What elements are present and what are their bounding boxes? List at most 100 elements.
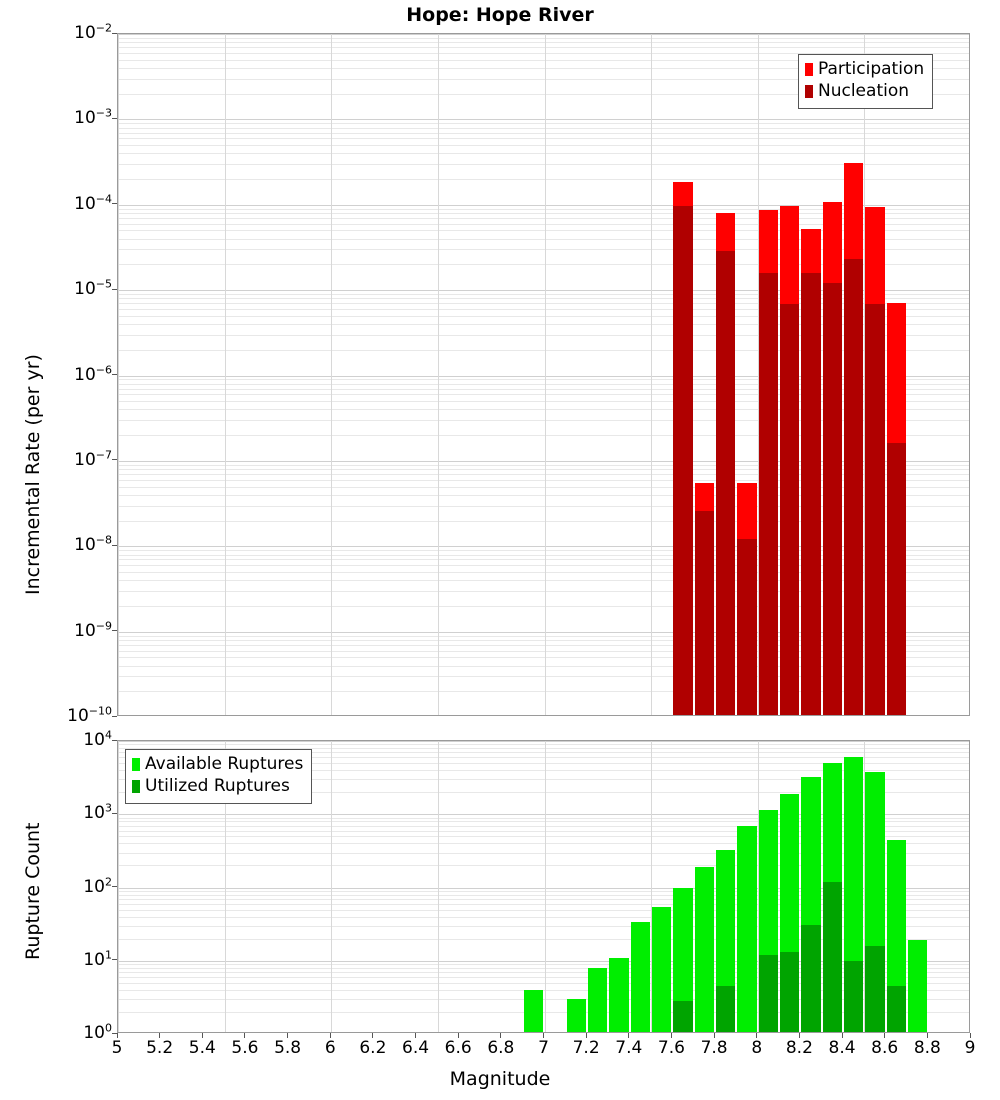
bar-nucleation: [716, 250, 736, 715]
gridline-horizontal: [118, 383, 969, 385]
gridline-horizontal: [118, 676, 969, 678]
gridline-horizontal: [118, 571, 969, 573]
gridline-horizontal: [118, 779, 969, 781]
gridline-horizontal: [118, 93, 969, 95]
gridline-vertical: [437, 34, 439, 715]
gridline-horizontal: [118, 298, 969, 300]
gridline-horizontal: [118, 852, 969, 854]
gridline-horizontal: [118, 964, 969, 966]
gridline-horizontal: [118, 665, 969, 667]
legend-item-nucleation: Nucleation: [805, 81, 924, 103]
gridline-horizontal: [118, 349, 969, 351]
gridline-horizontal: [118, 691, 969, 693]
gridline-horizontal: [118, 379, 969, 381]
gridline-horizontal: [118, 464, 969, 466]
bar-utilized-ruptures: [822, 881, 843, 1032]
x-tick-mark: [756, 1033, 758, 1038]
gridline-horizontal: [118, 435, 969, 437]
gridline-horizontal: [118, 814, 969, 816]
x-tick-label: 8.4: [828, 1038, 856, 1058]
gridline-vertical: [224, 34, 226, 715]
y-tick-mark: [112, 459, 117, 461]
gridline-horizontal: [118, 916, 969, 918]
y-tick-mark: [112, 203, 117, 205]
gridline-horizontal: [118, 836, 969, 838]
gridline-horizontal: [118, 550, 969, 552]
bar-nucleation: [758, 272, 779, 715]
y-tick-label: 102: [83, 874, 112, 897]
gridline-horizontal: [118, 401, 969, 403]
bottom-chart-gridlines: [118, 741, 969, 1032]
y-tick-label: 104: [83, 728, 112, 750]
y-tick-mark: [112, 715, 117, 717]
bar-available-ruptures: [694, 867, 715, 1032]
gridline-horizontal: [118, 830, 969, 832]
y-tick-label: 101: [83, 948, 112, 970]
gridline-horizontal: [118, 52, 969, 54]
x-tick-mark: [798, 1033, 800, 1038]
x-tick-mark: [713, 1033, 715, 1038]
gridline-horizontal: [118, 967, 969, 969]
x-tick-label: 7.2: [572, 1038, 600, 1058]
gridline-horizontal: [118, 78, 969, 80]
legend-swatch-available-ruptures: [132, 758, 140, 772]
gridline-horizontal: [118, 47, 969, 49]
gridline-vertical: [331, 34, 333, 715]
gridline-horizontal: [118, 132, 969, 134]
x-tick-mark: [159, 1033, 161, 1038]
gridline-horizontal: [118, 938, 969, 940]
gridline-horizontal: [118, 546, 969, 548]
gridline-horizontal: [118, 469, 969, 471]
gridline-horizontal: [118, 420, 969, 422]
x-tick-mark: [884, 1033, 886, 1038]
gridline-horizontal: [118, 34, 969, 35]
gridline-vertical: [864, 34, 866, 715]
bar-utilized-ruptures: [780, 952, 800, 1032]
gridline-horizontal: [118, 249, 969, 251]
gridline-horizontal: [118, 127, 969, 129]
gridline-horizontal: [118, 460, 969, 462]
bar-utilized-ruptures: [865, 945, 885, 1032]
bar-available-ruptures: [630, 921, 651, 1032]
y-tick-mark: [112, 117, 117, 119]
x-tick-label: 7: [538, 1038, 549, 1058]
y-tick-label: 10−4: [74, 192, 112, 214]
y-tick-label: 10−9: [74, 618, 112, 641]
x-tick-mark: [841, 1033, 843, 1038]
x-tick-label: 5.2: [146, 1038, 174, 1058]
gridline-horizontal: [118, 890, 969, 892]
gridline-horizontal: [118, 657, 969, 659]
bar-available-ruptures: [524, 989, 544, 1032]
gridline-horizontal: [118, 394, 969, 396]
gridline-horizontal: [118, 238, 969, 240]
top-chart-gridlines: [118, 34, 969, 715]
page-title: Hope: Hope River: [406, 4, 594, 26]
gridline-horizontal: [118, 977, 969, 978]
bar-nucleation: [673, 206, 693, 715]
bar-utilized-ruptures: [758, 954, 779, 1032]
y-tick-label: 10−6: [74, 362, 112, 385]
gridline-horizontal: [118, 138, 969, 140]
bottom-chart-legend: Available Ruptures Utilized Ruptures: [125, 749, 313, 804]
gridline-horizontal: [118, 925, 969, 927]
gridline-horizontal: [118, 898, 969, 900]
gridline-horizontal: [118, 505, 969, 507]
gridline-horizontal: [118, 179, 969, 181]
bottom-chart-y-axis-title: Rupture Count: [22, 822, 44, 961]
gridline-horizontal: [118, 153, 969, 155]
gridline-vertical: [544, 34, 546, 715]
x-tick-mark: [926, 1033, 928, 1038]
y-tick-mark: [112, 959, 117, 961]
x-tick-mark: [201, 1033, 203, 1038]
gridline-horizontal: [118, 264, 969, 266]
x-axis-title: Magnitude: [449, 1068, 551, 1090]
bar-nucleation: [886, 443, 906, 715]
gridline-horizontal: [118, 119, 969, 121]
y-tick-mark: [112, 630, 117, 632]
y-tick-label: 10−7: [74, 448, 112, 470]
gridline-horizontal: [118, 123, 969, 125]
gridline-horizontal: [118, 37, 969, 39]
bar-nucleation: [822, 283, 843, 715]
gridline-horizontal: [118, 792, 969, 794]
